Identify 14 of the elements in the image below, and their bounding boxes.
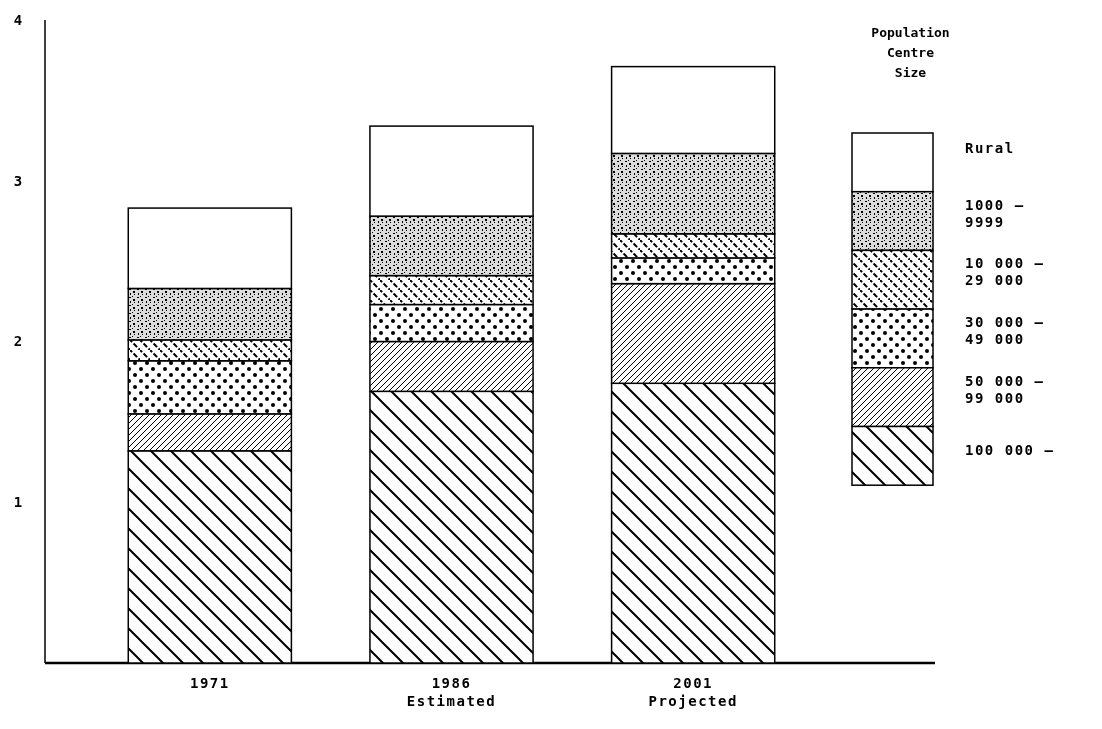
text: 100 000 – <box>965 441 1055 458</box>
text: 1000 – 9999 <box>965 196 1025 230</box>
y-tick-label: 1 <box>13 494 23 511</box>
x-tick-label: 1986 Estimated <box>406 675 497 709</box>
y-tick-label: 3 <box>13 172 23 189</box>
text: 30 000 – 49 000 <box>965 314 1045 348</box>
text: Rural <box>965 140 1015 156</box>
text: 10 000 – 29 000 <box>965 255 1045 289</box>
y-tick-label: 2 <box>13 333 23 350</box>
legend-title: Population Centre Size <box>871 25 950 80</box>
x-tick-label: 1971 <box>189 675 230 691</box>
text: 50 000 – 99 000 <box>965 372 1045 406</box>
x-tick-label: 2001 Projected <box>648 675 738 709</box>
y-tick-label: 4 <box>13 11 23 28</box>
